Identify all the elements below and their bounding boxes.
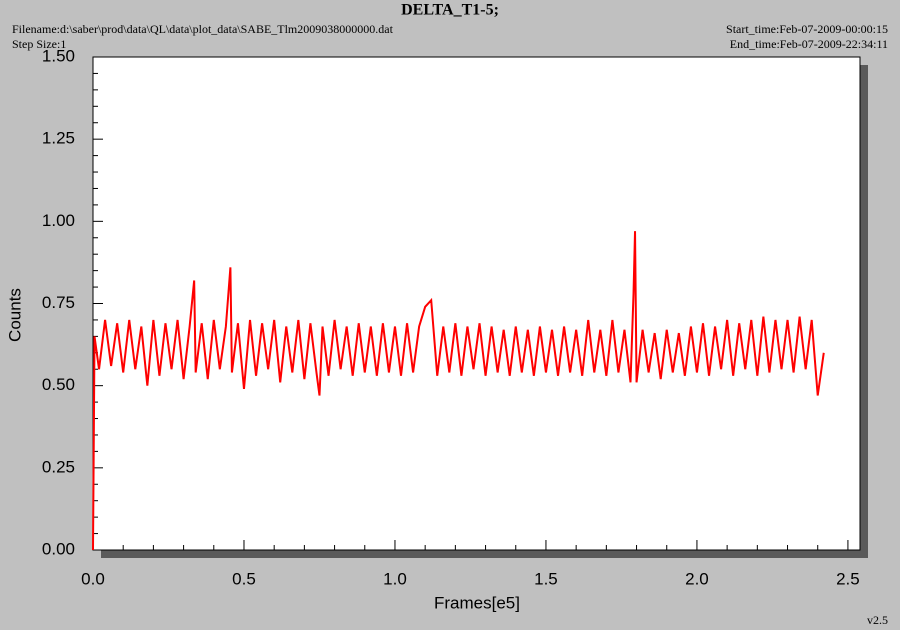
filename: Filename:d:\saber\prod\data\QL\data\plot… (12, 22, 394, 36)
step-size: Step Size:1 (12, 37, 66, 51)
y-tick-label: 1.50 (42, 46, 75, 65)
start-time: Start_time:Feb-07-2009-00:00:15 (726, 22, 888, 36)
y-tick-label: 1.00 (42, 211, 75, 230)
y-axis-label: Counts (5, 288, 24, 342)
x-axis-label: Frames[e5] (434, 593, 520, 612)
chart-title: DELTA_T1-5; (401, 2, 499, 19)
y-tick-label: 0.75 (42, 293, 75, 312)
plot-area (92, 56, 861, 551)
x-tick-label: 2.5 (836, 569, 860, 588)
x-tick-label: 1.5 (534, 569, 558, 588)
version: v2.5 (867, 613, 888, 627)
x-tick-label: 0.0 (81, 569, 105, 588)
y-tick-label: 0.50 (42, 375, 75, 394)
y-tick-label: 0.00 (42, 539, 75, 558)
x-tick-label: 2.0 (685, 569, 709, 588)
data-line (92, 231, 825, 551)
y-tick-label: 1.25 (42, 129, 75, 148)
end-time: End_time:Feb-07-2009-22:34:11 (730, 37, 888, 51)
x-tick-label: 0.5 (232, 569, 256, 588)
y-tick-label: 0.25 (42, 457, 75, 476)
x-tick-label: 1.0 (383, 569, 407, 588)
